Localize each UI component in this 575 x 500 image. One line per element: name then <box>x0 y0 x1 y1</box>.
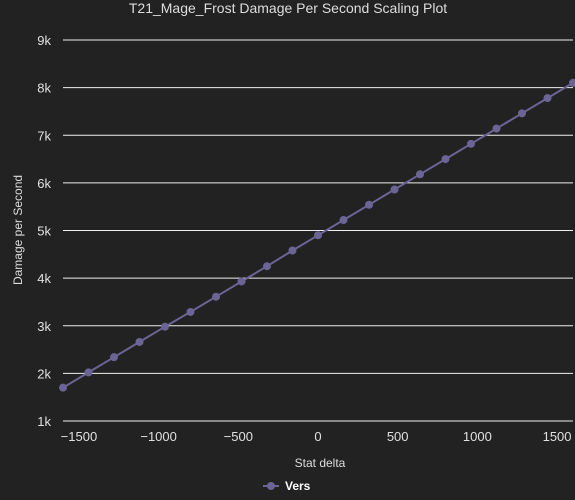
chart-title: T21_Mage_Frost Damage Per Second Scaling… <box>129 0 447 16</box>
x-tick-label: −1500 <box>61 429 98 444</box>
x-tick-label: 1000 <box>463 429 492 444</box>
legend[interactable]: Vers <box>263 479 311 493</box>
data-point[interactable] <box>339 216 348 225</box>
data-point[interactable] <box>161 322 169 331</box>
y-tick-label: 8k <box>37 81 51 96</box>
data-point[interactable] <box>288 246 297 255</box>
data-point[interactable] <box>416 170 424 179</box>
data-point[interactable] <box>212 292 220 301</box>
data-point[interactable] <box>492 124 501 133</box>
y-axis-ticks: 1k 2k 3k 4k 5k 6k 7k 8k 9k <box>37 33 51 429</box>
y-tick-label: 2k <box>37 366 51 381</box>
y-tick-label: 7k <box>37 128 51 143</box>
y-tick-label: 9k <box>37 33 51 48</box>
legend-point-marker <box>267 482 275 490</box>
y-tick-label: 5k <box>37 224 51 239</box>
data-point[interactable] <box>59 383 67 392</box>
data-point[interactable] <box>135 337 144 346</box>
series-layer <box>59 78 575 392</box>
data-point[interactable] <box>186 307 195 316</box>
data-point[interactable] <box>84 368 93 377</box>
data-point[interactable] <box>518 109 526 118</box>
grid-lines <box>63 39 573 422</box>
x-axis-label: Stat delta <box>295 456 346 470</box>
x-axis-ticks: −1500 −1000 −500 0 500 1000 1500 <box>61 429 572 444</box>
x-tick-label: 500 <box>387 429 409 444</box>
data-point[interactable] <box>543 94 552 103</box>
x-tick-label: 0 <box>314 429 321 444</box>
data-point[interactable] <box>365 200 373 209</box>
data-point[interactable] <box>569 78 575 87</box>
data-point[interactable] <box>110 353 118 362</box>
y-tick-label: 4k <box>37 271 51 286</box>
data-point[interactable] <box>390 185 399 194</box>
x-tick-label: 1500 <box>543 429 572 444</box>
y-tick-label: 3k <box>37 319 51 334</box>
x-tick-label: −1000 <box>140 429 177 444</box>
legend-label[interactable]: Vers <box>285 479 311 493</box>
data-point[interactable] <box>314 231 322 240</box>
y-tick-label: 1k <box>37 414 51 429</box>
data-point[interactable] <box>467 139 475 148</box>
y-tick-label: 6k <box>37 176 51 191</box>
data-point[interactable] <box>237 277 246 286</box>
data-point[interactable] <box>441 155 450 164</box>
data-point[interactable] <box>263 262 271 271</box>
x-tick-label: −500 <box>224 429 253 444</box>
y-axis-label: Damage per Second <box>11 175 25 285</box>
